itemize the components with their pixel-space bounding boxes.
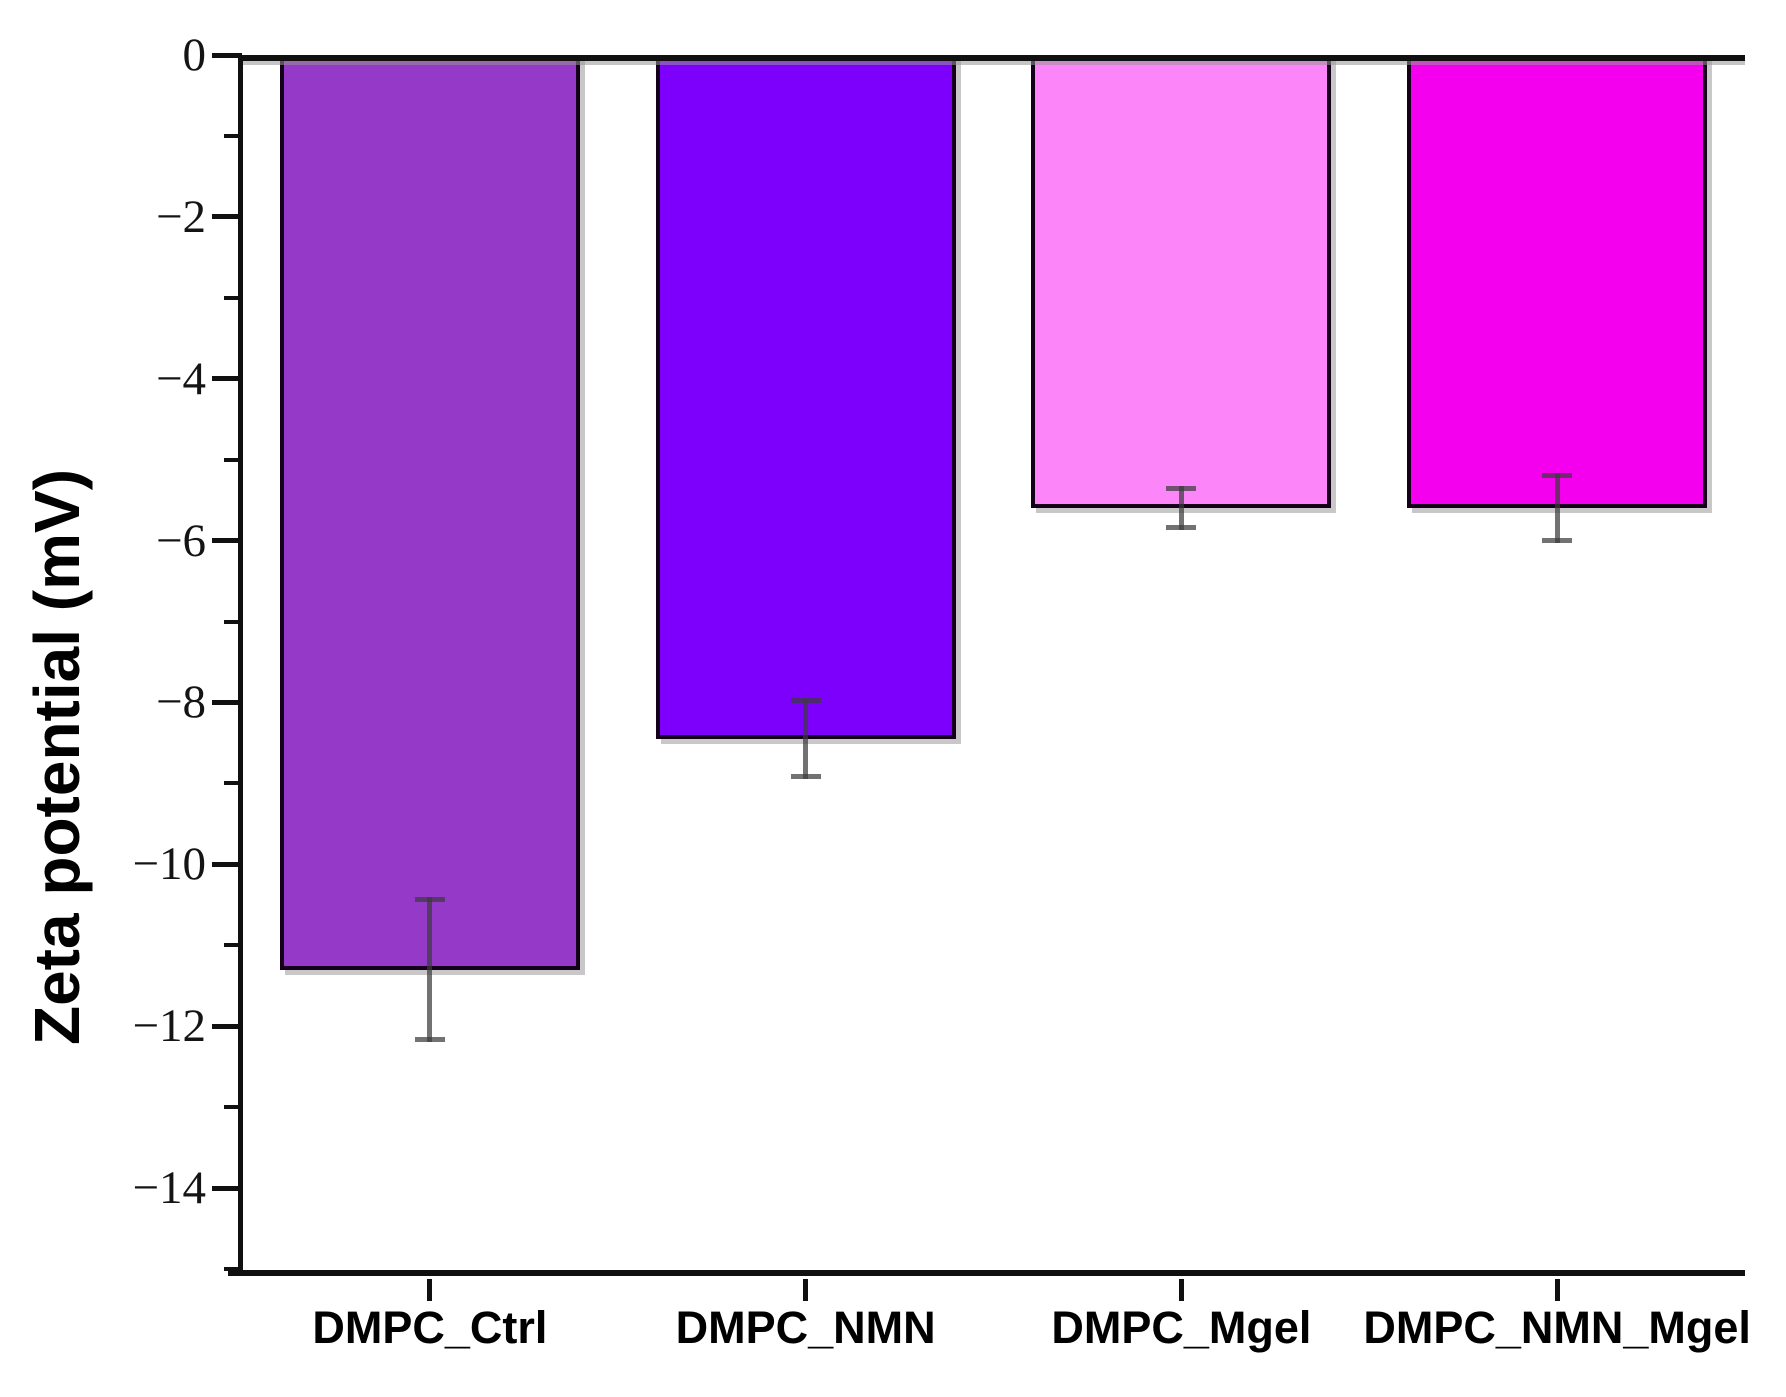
- y-tick-label: −2: [155, 190, 206, 243]
- error-bar: [790, 698, 821, 780]
- y-minor-tick: [224, 943, 242, 948]
- error-bar-cap-bottom: [1542, 538, 1573, 543]
- error-bar-cap-top: [1166, 486, 1197, 492]
- y-tick-label: −8: [155, 676, 206, 729]
- y-major-tick: [212, 699, 242, 705]
- y-minor-tick: [224, 1105, 242, 1110]
- y-major-tick: [212, 1023, 242, 1029]
- y-major-tick: [212, 1185, 242, 1191]
- y-minor-tick: [224, 781, 242, 786]
- zero-axis-line: [242, 55, 1745, 61]
- y-tick-label: −4: [155, 352, 206, 405]
- y-minor-tick: [224, 457, 242, 462]
- error-bar: [1542, 473, 1573, 543]
- error-bar-line: [1178, 486, 1184, 531]
- x-tick-label: DMPC_Ctrl: [312, 1302, 548, 1353]
- x-tick: [427, 1279, 433, 1301]
- error-bar-line: [803, 698, 809, 780]
- x-tick-label: DMPC_Mgel: [1051, 1302, 1312, 1353]
- error-bar-cap-top: [1542, 473, 1573, 479]
- y-minor-tick: [224, 1266, 242, 1271]
- bar: [1031, 55, 1332, 509]
- x-tick: [1178, 1279, 1184, 1301]
- y-major-tick: [212, 861, 242, 867]
- y-major-tick: [212, 538, 242, 544]
- y-minor-tick: [224, 619, 242, 624]
- error-bar: [1166, 486, 1197, 531]
- y-axis-line: [238, 55, 243, 1276]
- error-bar-line: [427, 896, 433, 1043]
- y-tick-label: −12: [132, 1000, 206, 1053]
- x-tick: [803, 1279, 809, 1301]
- bar: [655, 55, 956, 739]
- error-bar-cap-bottom: [790, 774, 821, 780]
- error-bar-cap-top: [414, 896, 445, 902]
- y-tick-label: −6: [155, 514, 206, 567]
- y-tick-label: −10: [132, 838, 206, 891]
- y-major-tick: [212, 52, 242, 58]
- bar: [279, 55, 580, 970]
- y-major-tick: [212, 214, 242, 220]
- y-major-tick: [212, 376, 242, 382]
- x-axis-line: [228, 1270, 1745, 1276]
- error-bar-cap-bottom: [1166, 525, 1197, 531]
- error-bar: [414, 896, 445, 1043]
- error-bar-cap-bottom: [414, 1037, 445, 1043]
- error-bar-line: [1554, 473, 1560, 543]
- y-tick-label: 0: [182, 29, 207, 81]
- y-tick-label: −14: [132, 1162, 206, 1215]
- bar: [1407, 55, 1708, 509]
- x-tick-label: DMPC_NMN_Mgel: [1363, 1302, 1751, 1353]
- x-tick: [1554, 1279, 1560, 1301]
- x-tick-label: DMPC_NMN: [675, 1302, 936, 1353]
- y-minor-tick: [224, 295, 242, 300]
- error-bar-cap-top: [790, 698, 821, 704]
- y-minor-tick: [224, 133, 242, 138]
